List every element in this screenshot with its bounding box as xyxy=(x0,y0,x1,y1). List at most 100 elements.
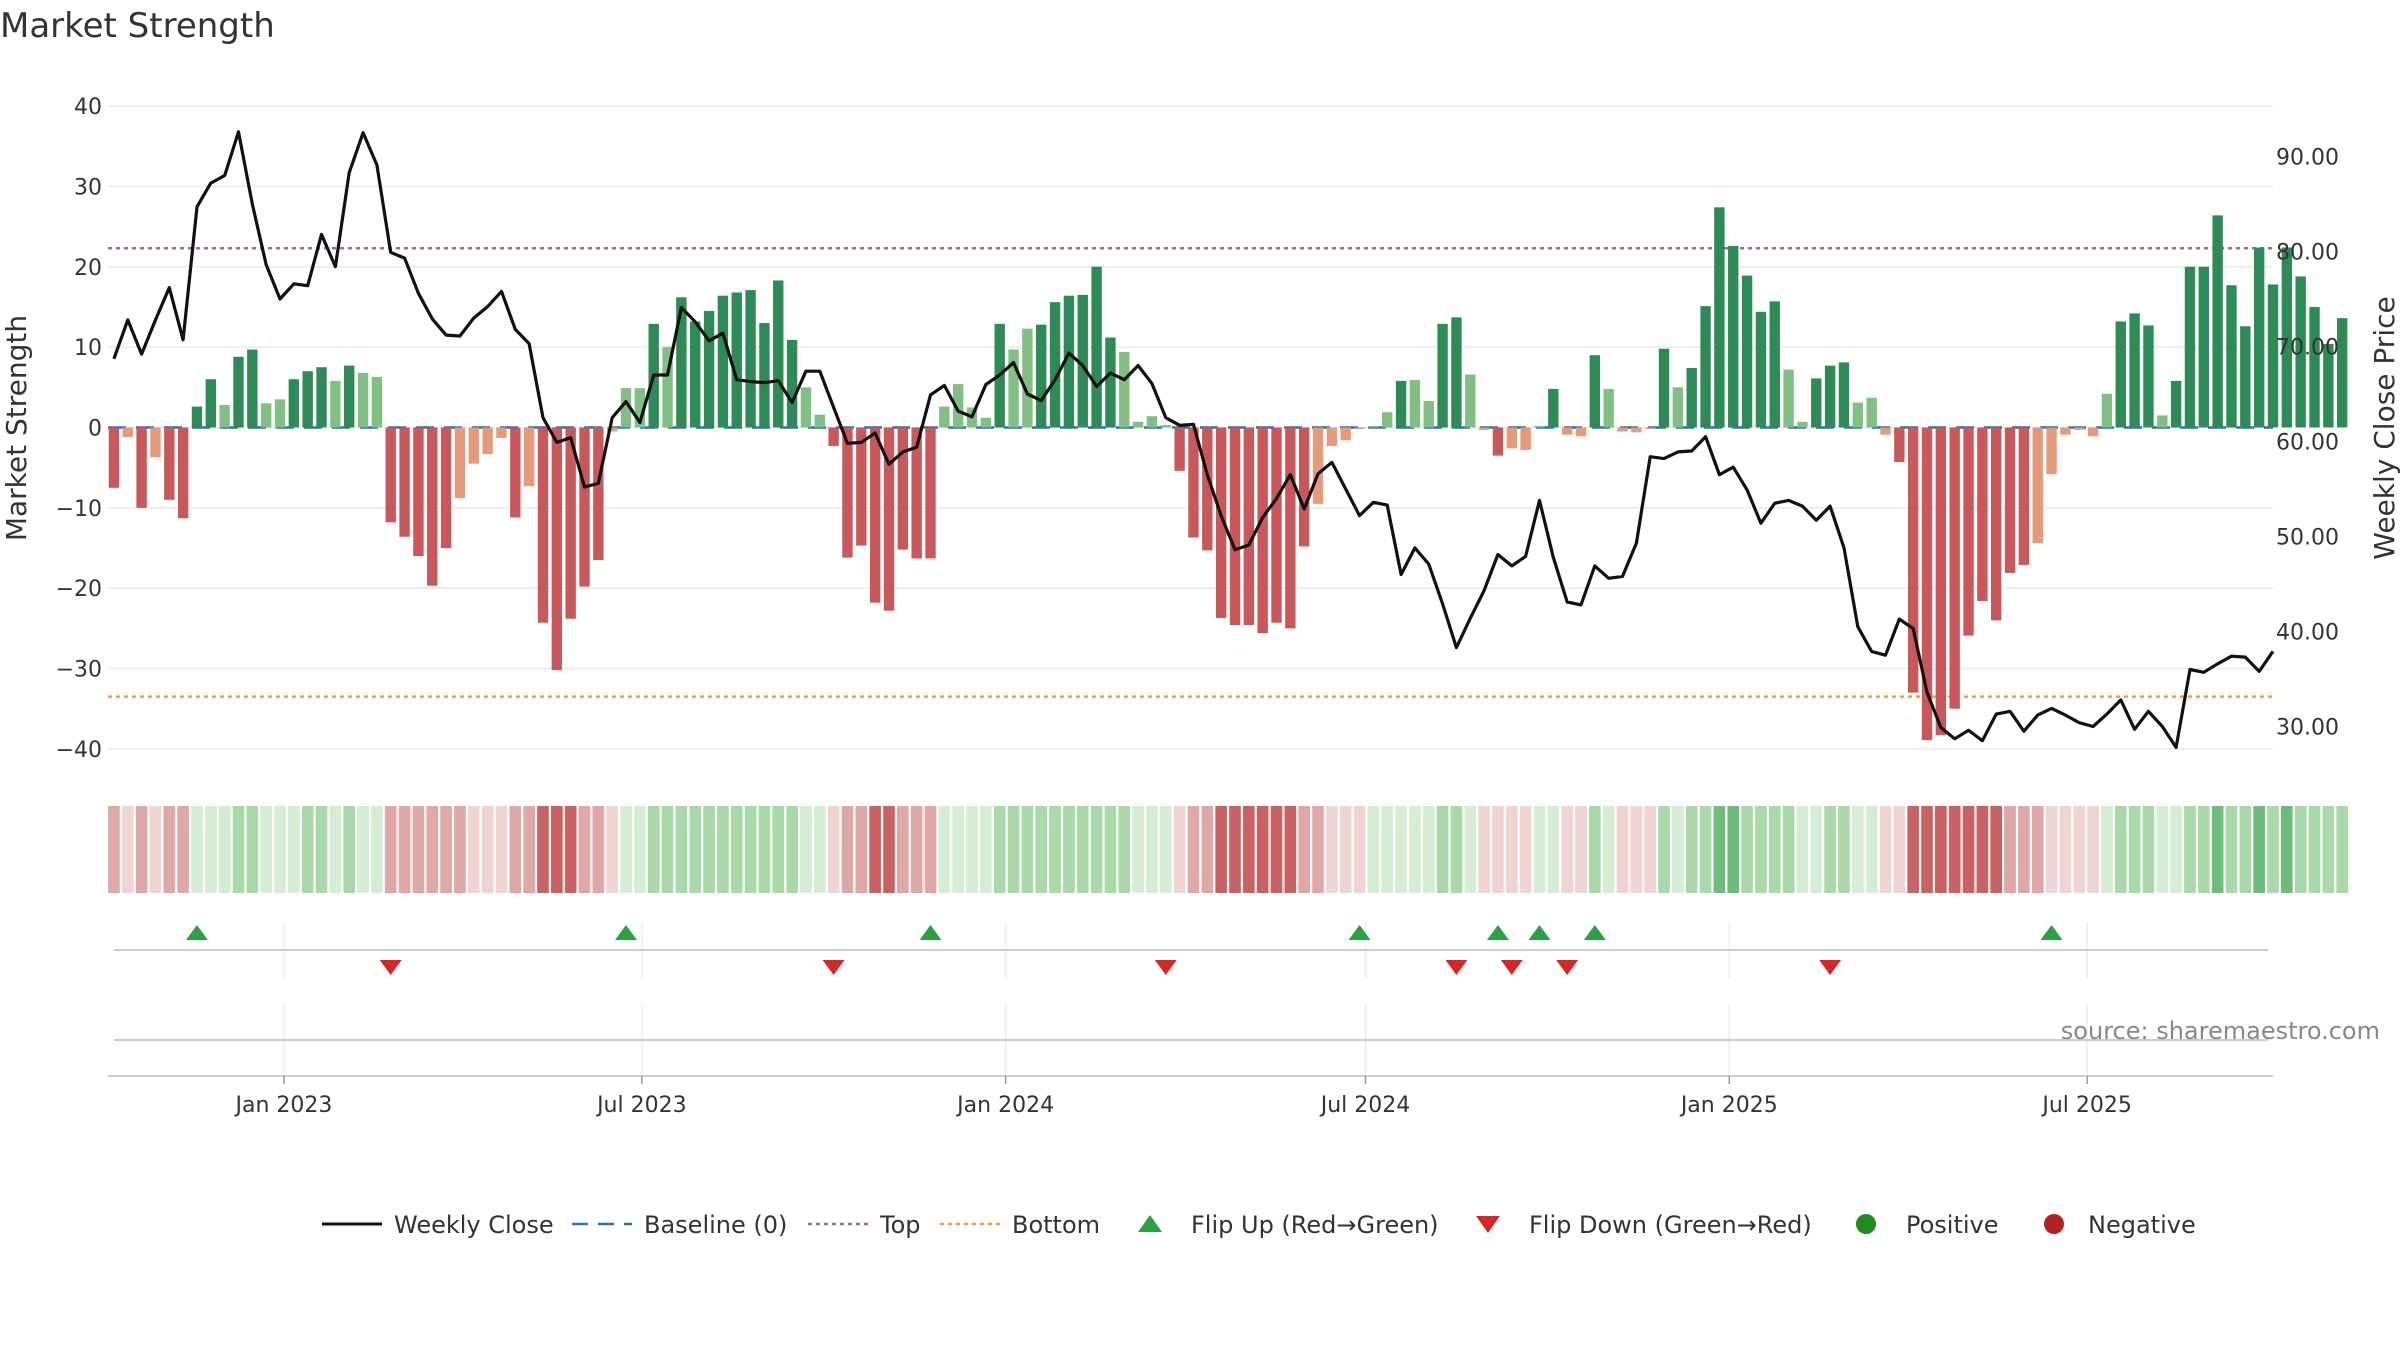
strength-bar xyxy=(1658,348,1670,428)
legend-label: Flip Up (Red→Green) xyxy=(1191,1211,1439,1239)
heat-cell xyxy=(1976,806,1989,893)
heat-cell xyxy=(869,806,881,893)
heat-cell xyxy=(1699,806,1712,893)
heat-cell xyxy=(1256,806,1269,893)
heat-cell xyxy=(1547,806,1560,893)
strength-bar xyxy=(2018,427,2030,565)
strength-bar xyxy=(108,427,120,488)
strength-bar xyxy=(814,414,825,428)
strength-bar xyxy=(1285,427,1296,629)
y2-tick-label: 60.00 xyxy=(2276,430,2339,455)
strength-bar xyxy=(1382,412,1393,428)
strength-bar xyxy=(1188,427,1199,538)
heat-cell xyxy=(412,806,425,893)
heat-cell xyxy=(2294,806,2307,893)
heat-cell xyxy=(592,806,605,893)
heat-cell xyxy=(952,806,964,893)
y-tick-label: 40 xyxy=(74,95,102,120)
heat-cell xyxy=(800,806,812,893)
strength-bar xyxy=(2198,266,2209,428)
close-line-layer xyxy=(112,130,2275,750)
strength-bar xyxy=(759,323,770,428)
source-note: source: sharemaestro.com xyxy=(2061,1017,2380,1045)
strength-bar xyxy=(1022,328,1033,428)
flip-down-marker xyxy=(1819,960,1842,975)
heat-cell xyxy=(1519,806,1532,893)
x-tick-label: Jul 2025 xyxy=(2040,1093,2132,1118)
legend-negative-swatch xyxy=(2044,1214,2064,1234)
strength-bar xyxy=(1036,324,1047,428)
heat-cell xyxy=(218,806,231,893)
heat-cell xyxy=(606,806,618,893)
heat-cell xyxy=(1713,806,1726,893)
strength-bar xyxy=(1672,387,1684,428)
heat-cell xyxy=(1796,806,1809,893)
y-tick-label: 10 xyxy=(74,336,102,361)
x-axis: Jan 2023 Jul 2023 Jan 2024 Jul 2024 Jan 2025… xyxy=(108,1075,2273,1118)
heat-cell xyxy=(1768,806,1781,893)
heat-cell xyxy=(135,806,148,893)
heat-cell xyxy=(786,806,798,893)
heat-cell xyxy=(2128,806,2141,893)
heat-cell xyxy=(1090,806,1103,893)
strength-bar xyxy=(1202,427,1213,551)
strength-bar xyxy=(939,406,950,428)
legend-positive-swatch xyxy=(1856,1214,1876,1234)
strength-bar xyxy=(662,347,673,428)
heat-cell xyxy=(2101,806,2113,893)
strength-bar xyxy=(1409,380,1421,428)
strength-bar xyxy=(247,349,258,428)
heat-cell xyxy=(274,806,286,893)
legend-label: Flip Down (Green→Red) xyxy=(1529,1211,1812,1239)
strength-bar xyxy=(1298,427,1310,547)
heat-cell xyxy=(1146,806,1158,893)
flip-down-marker xyxy=(1154,960,1177,975)
strength-bar xyxy=(1824,365,1836,428)
heat-cell xyxy=(1118,806,1131,893)
heat-cell xyxy=(371,806,383,893)
heat-cell xyxy=(2073,806,2086,893)
heat-cell xyxy=(758,806,771,893)
strength-bar xyxy=(800,387,812,428)
heat-cell xyxy=(966,806,978,893)
heat-cell xyxy=(495,806,508,893)
heat-cell xyxy=(2031,806,2044,893)
strength-bar xyxy=(2337,318,2348,428)
strength-bar xyxy=(1949,427,1960,709)
y-tick-label: −10 xyxy=(56,497,102,522)
legend-label: Weekly Close xyxy=(394,1211,554,1239)
strength-bar xyxy=(371,376,383,428)
y2-axis-label: Weekly Close Price xyxy=(2368,296,2400,559)
strength-bar xyxy=(980,417,992,428)
strength-bar xyxy=(2184,266,2196,428)
flip-markers-panel xyxy=(114,922,2268,978)
strength-bar xyxy=(842,427,853,558)
heat-cell xyxy=(1298,806,1311,893)
heat-cell xyxy=(1838,806,1850,893)
heat-cell xyxy=(1741,806,1753,893)
strength-bar xyxy=(496,427,507,438)
strength-bar xyxy=(703,310,715,428)
flip-down-marker xyxy=(379,960,402,975)
strength-bar xyxy=(2309,306,2320,428)
heat-cell xyxy=(1035,806,1048,893)
flip-down-marker xyxy=(1556,960,1579,975)
strength-bar xyxy=(537,427,549,623)
heat-cell xyxy=(2184,806,2196,893)
strength-bar xyxy=(260,403,272,428)
heat-cell xyxy=(315,806,328,893)
strength-bar xyxy=(1686,368,1697,428)
strength-bar xyxy=(1105,337,1116,428)
y-tick-label: −30 xyxy=(56,658,102,683)
heat-cell xyxy=(647,806,660,893)
heat-cell xyxy=(1173,806,1186,893)
heat-cell xyxy=(1644,806,1657,893)
strength-bar xyxy=(1077,294,1088,428)
strength-bar xyxy=(1520,427,1531,450)
strength-bar xyxy=(606,427,618,432)
heat-cell xyxy=(1132,806,1144,893)
heat-cell xyxy=(1851,806,1864,893)
strength-bar xyxy=(1631,427,1642,433)
heat-cell xyxy=(2197,806,2210,893)
heat-cell xyxy=(426,806,439,893)
